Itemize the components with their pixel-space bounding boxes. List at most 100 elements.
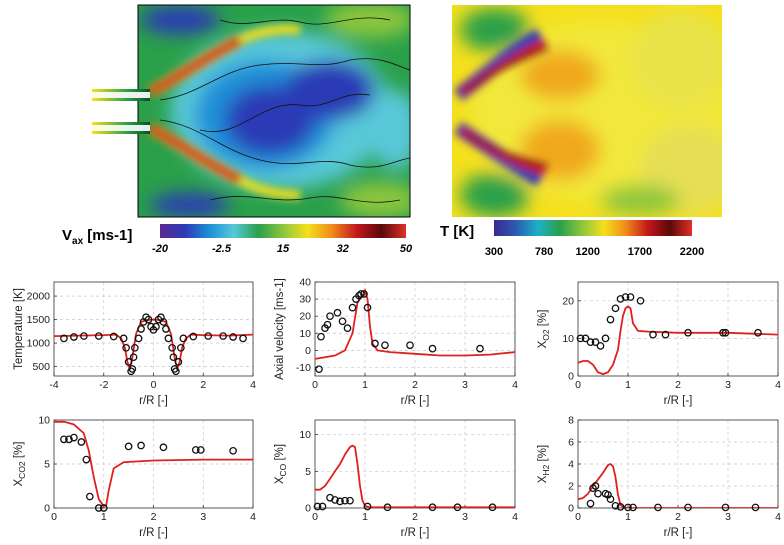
- experiment-point: [336, 497, 344, 506]
- experiment-point: [606, 315, 615, 324]
- experiment-point: [616, 503, 625, 511]
- experiment-point: [70, 433, 78, 442]
- experiment-point: [649, 330, 657, 339]
- colorbar-tick-label: 50: [400, 243, 413, 255]
- x-tick-label: 0: [51, 511, 57, 523]
- y-tick-label: 2: [568, 481, 574, 493]
- experiment-point: [80, 332, 88, 340]
- x-tick-label: 0: [312, 511, 318, 523]
- experiment-point: [229, 446, 237, 455]
- colorbar-temperature: T [K] 300 780 1200 1700 2200: [440, 220, 704, 258]
- experiment-point: [99, 504, 108, 512]
- y-tick-label: 0: [568, 371, 574, 383]
- experiment-point: [719, 328, 727, 337]
- y-tick-label: 40: [299, 277, 311, 289]
- colorbar-label: Vax [ms-1]: [62, 227, 132, 247]
- experiment-point: [130, 343, 139, 352]
- y-tick-label: 20: [562, 295, 574, 307]
- colorbar-tick-label: -2.5: [212, 243, 232, 255]
- experiment-point: [239, 334, 247, 343]
- y-tick-label: 5: [305, 466, 311, 478]
- simulation-line: [578, 305, 778, 376]
- x-tick-label: 2: [151, 511, 157, 523]
- experiment-point: [624, 503, 632, 512]
- x-tick-label: 1: [362, 379, 368, 391]
- experiment-point: [313, 502, 322, 511]
- experiment-point: [137, 441, 145, 450]
- x-tick-label: 4: [512, 379, 518, 391]
- experiment-point: [119, 334, 128, 343]
- experiment-point: [341, 496, 349, 505]
- experiment-point: [581, 334, 590, 343]
- experiment-point: [60, 435, 68, 444]
- x-tick-label: 4: [250, 379, 256, 391]
- x-axis-label: r/R [-]: [139, 527, 168, 539]
- y-tick-label: 8: [568, 415, 574, 427]
- x-tick-label: 0: [151, 379, 157, 391]
- experiment-point: [159, 443, 168, 452]
- x-tick-label: -2: [99, 379, 108, 391]
- colorbar-tick-label: 32: [337, 243, 349, 255]
- x-tick-label: 4: [512, 511, 518, 523]
- colorbar-velocity: Vax [ms-1] -20 -2.5 15 32 50: [62, 224, 413, 255]
- y-tick-label: 5: [44, 459, 50, 471]
- experiment-point: [191, 446, 200, 454]
- experiment-point: [601, 334, 610, 343]
- simulation-line: [315, 287, 515, 360]
- x-tick-label: 1: [625, 379, 631, 391]
- colorbar-gradient: [160, 224, 406, 238]
- y-tick-label: 0: [568, 503, 574, 515]
- x-tick-label: 2: [412, 511, 418, 523]
- x-tick-label: 4: [775, 511, 781, 523]
- y-axis-label: Temperature [K]: [13, 288, 25, 370]
- y-tick-label: 10: [299, 429, 311, 441]
- experiment-point: [751, 503, 760, 512]
- colorbar-gradient: [494, 220, 692, 236]
- experiment-point: [315, 365, 323, 374]
- y-tick-label: 30: [299, 294, 311, 306]
- axial-velocity-field: [138, 5, 410, 217]
- x-tick-label: 2: [200, 379, 206, 391]
- experiment-point: [124, 358, 133, 366]
- y-tick-label: 2000: [27, 291, 51, 303]
- experiment-point: [70, 333, 78, 341]
- x-tick-label: 3: [725, 511, 731, 523]
- experiment-point: [594, 489, 602, 498]
- x-tick-label: 0: [575, 379, 581, 391]
- experiment-point: [348, 303, 357, 312]
- x-axis-label: r/R [-]: [401, 395, 430, 407]
- experiment-point: [363, 303, 372, 312]
- experiment-point: [196, 446, 205, 454]
- x-tick-label: 2: [675, 379, 681, 391]
- experiment-point: [381, 341, 389, 350]
- experiment-point: [453, 503, 462, 512]
- experiment-point: [204, 332, 213, 340]
- experiment-point: [323, 320, 332, 329]
- y-tick-label: 4: [568, 459, 574, 471]
- experiment-point: [654, 503, 662, 512]
- y-axis-label: XH2 [%]: [537, 445, 551, 483]
- experiment-point: [371, 339, 379, 348]
- experiment-point: [611, 501, 620, 510]
- y-tick-label: 1500: [27, 314, 51, 326]
- experiment-point: [169, 353, 178, 362]
- experiment-point: [586, 499, 595, 508]
- x-tick-label: 0: [575, 511, 581, 523]
- experiment-point: [318, 502, 327, 511]
- experiment-point: [684, 503, 692, 512]
- y-tick-label: 10: [299, 328, 311, 340]
- experiment-point: [684, 328, 692, 337]
- experiment-point: [428, 503, 437, 512]
- experiment-point: [338, 317, 347, 326]
- nozzle-upper: [92, 89, 150, 101]
- x-tick-label: 4: [250, 511, 256, 523]
- experiment-point: [363, 502, 372, 511]
- experiment-point: [360, 290, 368, 298]
- colorbar-tick-label: 1200: [576, 246, 600, 258]
- experiment-point: [591, 338, 600, 347]
- experiment-point: [128, 365, 137, 373]
- x-tick-label: 3: [462, 379, 468, 391]
- x-axis-label: r/R [-]: [664, 527, 693, 539]
